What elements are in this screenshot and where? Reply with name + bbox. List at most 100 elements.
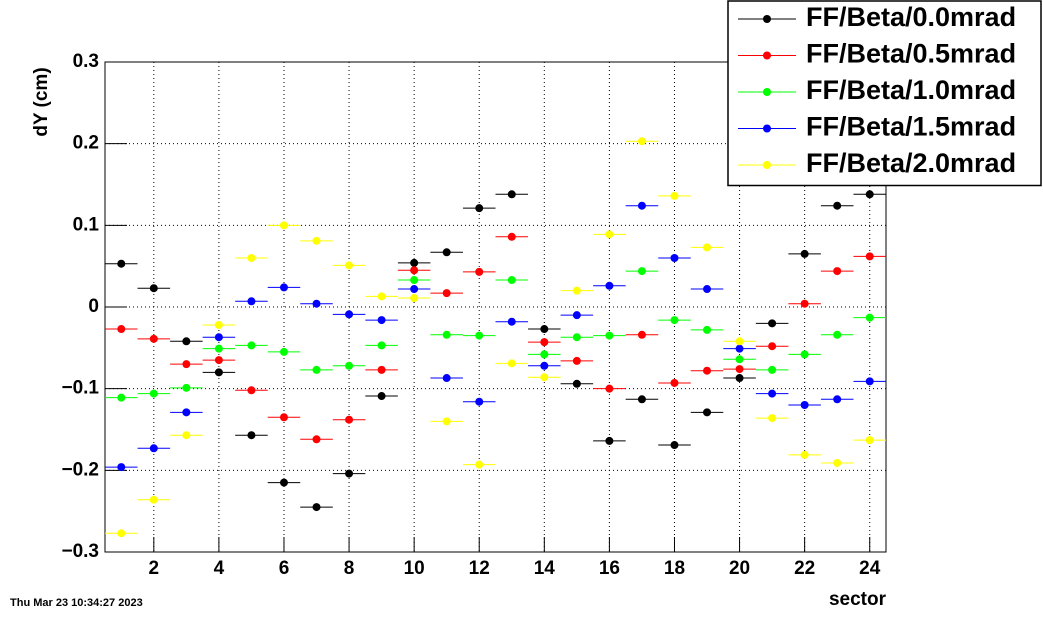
marker: [540, 350, 549, 359]
marker: [833, 330, 842, 339]
marker: [605, 436, 614, 445]
marker: [182, 337, 191, 346]
y-tick-label: 0.1: [73, 214, 100, 235]
y-tick-label: −0.1: [61, 378, 99, 399]
legend-label: FF/Beta/0.5mrad: [806, 39, 1016, 69]
x-tick-label: 22: [794, 558, 815, 579]
marker: [247, 341, 256, 350]
marker: [214, 356, 223, 365]
marker: [149, 389, 158, 398]
marker: [540, 361, 549, 370]
y-tick-label: 0.3: [73, 51, 99, 72]
x-tick-label: 12: [469, 558, 490, 579]
marker: [605, 281, 614, 290]
marker: [117, 325, 126, 334]
x-tick-label: 4: [214, 558, 225, 579]
marker: [572, 356, 581, 365]
marker: [865, 313, 874, 322]
marker: [442, 289, 451, 298]
marker: [475, 204, 484, 213]
marker: [377, 341, 386, 350]
x-tick-label: 16: [599, 558, 620, 579]
marker: [410, 294, 419, 303]
marker: [475, 331, 484, 340]
marker: [800, 249, 809, 258]
marker: [410, 276, 419, 285]
marker: [312, 503, 321, 512]
marker: [214, 320, 223, 329]
legend-label: FF/Beta/1.0mrad: [806, 75, 1016, 105]
marker: [345, 310, 354, 319]
marker: [865, 436, 874, 445]
marker: [703, 366, 712, 375]
marker: [605, 384, 614, 393]
marker: [637, 330, 646, 339]
marker: [572, 333, 581, 342]
marker: [540, 373, 549, 382]
marker: [312, 299, 321, 308]
marker: [637, 395, 646, 404]
legend-label: FF/Beta/0.0mrad: [806, 2, 1016, 32]
marker: [279, 347, 288, 356]
marker: [670, 378, 679, 387]
marker: [865, 377, 874, 386]
marker: [377, 365, 386, 374]
x-tick-label: 14: [534, 558, 556, 579]
legend-label: FF/Beta/2.0mrad: [806, 148, 1016, 178]
marker: [182, 408, 191, 417]
marker: [703, 408, 712, 417]
marker: [703, 243, 712, 252]
marker: [182, 431, 191, 440]
marker: [214, 344, 223, 353]
marker: [703, 285, 712, 294]
marker: [833, 395, 842, 404]
marker: [345, 261, 354, 270]
marker: [865, 252, 874, 261]
marker: [247, 254, 256, 262]
marker: [540, 338, 549, 347]
marker: [214, 333, 223, 342]
y-tick-label: −0.2: [61, 459, 99, 480]
marker: [475, 397, 484, 406]
x-axis-title: sector: [829, 589, 887, 610]
marker: [410, 258, 419, 267]
marker: [605, 230, 614, 239]
marker: [182, 383, 191, 392]
marker: [572, 379, 581, 388]
marker: [637, 137, 646, 146]
marker: [572, 286, 581, 295]
x-tick-label: 24: [859, 558, 881, 579]
x-tick-label: 2: [149, 558, 160, 579]
marker: [833, 458, 842, 467]
marker: [182, 360, 191, 369]
marker: [800, 299, 809, 308]
marker: [735, 344, 744, 353]
x-tick-label: 18: [664, 558, 685, 579]
marker: [345, 469, 354, 478]
marker: [735, 355, 744, 364]
marker: [637, 201, 646, 210]
marker: [540, 325, 549, 334]
marker: [800, 450, 809, 459]
marker: [247, 431, 256, 440]
marker: [833, 267, 842, 276]
marker: [768, 342, 777, 351]
marker: [507, 317, 516, 326]
marker: [768, 319, 777, 328]
marker: [735, 337, 744, 346]
y-tick-label: −0.3: [61, 541, 99, 562]
marker: [377, 316, 386, 325]
marker: [703, 325, 712, 334]
marker: [670, 441, 679, 450]
marker: [117, 393, 126, 402]
legend-box: [727, 0, 1042, 187]
marker: [442, 374, 451, 383]
marker: [768, 365, 777, 374]
marker: [768, 389, 777, 398]
x-tick-label: 10: [404, 558, 425, 579]
marker: [475, 267, 484, 276]
marker: [507, 359, 516, 368]
marker: [605, 331, 614, 340]
y-axis-title: dY (cm): [31, 67, 52, 136]
